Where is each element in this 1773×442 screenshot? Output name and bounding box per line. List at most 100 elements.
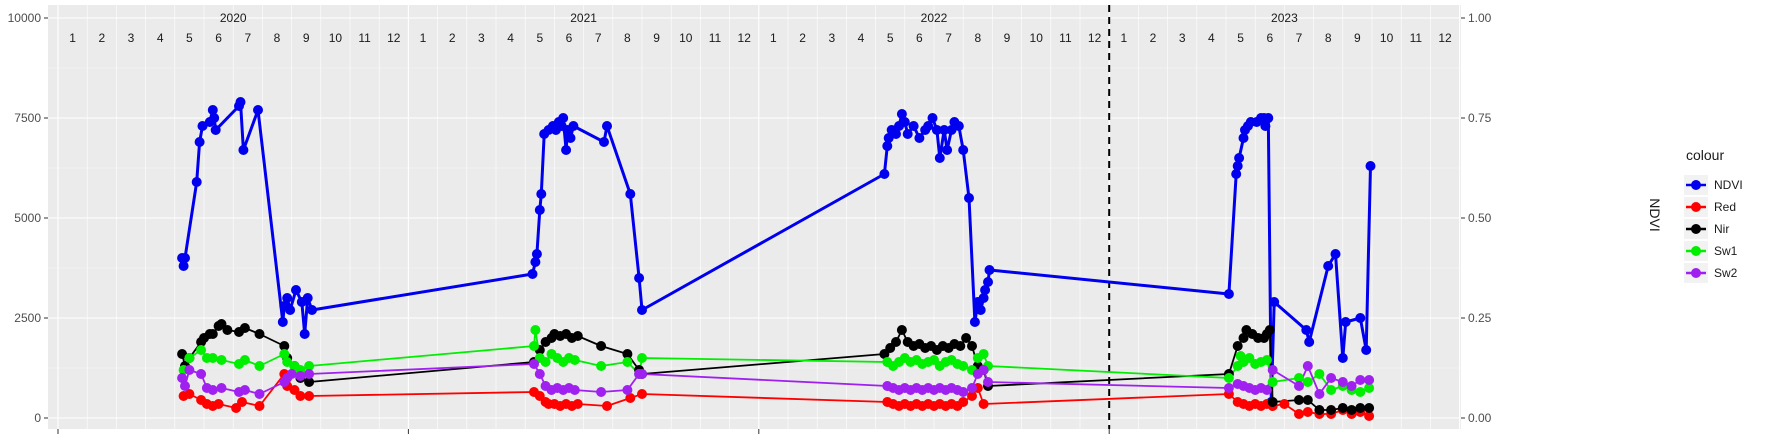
data-point-ndvi (291, 285, 301, 295)
data-point-ndvi (939, 125, 950, 135)
data-point-red (1302, 407, 1313, 417)
data-point-ndvi (1263, 113, 1274, 123)
data-point-sw2 (207, 385, 218, 395)
data-point-nir (1238, 333, 1249, 343)
month-label: 8 (624, 31, 631, 45)
data-point-sw1 (978, 349, 989, 359)
legend-key-point (1691, 224, 1701, 234)
data-point-red (1364, 411, 1375, 421)
data-point-ndvi (285, 305, 296, 315)
data-point-nir (1264, 325, 1275, 335)
left-tick-label: 0 (34, 411, 41, 425)
month-label: 8 (274, 31, 281, 45)
data-point-sw2 (184, 365, 195, 375)
data-point-sw2 (1346, 381, 1357, 391)
data-point-ndvi (1304, 337, 1315, 347)
data-point-ndvi (637, 305, 647, 315)
data-point-red (958, 397, 969, 407)
data-point-ndvi (178, 261, 189, 271)
month-label: 8 (1325, 31, 1332, 45)
data-point-sw1 (279, 349, 290, 359)
month-label: 7 (945, 31, 952, 45)
data-point-ndvi (942, 145, 953, 155)
data-point-nir (1337, 403, 1348, 413)
month-label: 5 (1237, 31, 1244, 45)
month-label: 10 (329, 31, 343, 45)
month-label: 7 (244, 31, 251, 45)
data-point-red (978, 399, 989, 409)
year-label: 2021 (570, 11, 597, 25)
data-point-ndvi (923, 121, 934, 131)
data-point-sw2 (1294, 381, 1304, 391)
data-point-ndvi (1301, 325, 1312, 335)
right-tick-label: 0.50 (1468, 211, 1492, 225)
legend-label-sw1: Sw1 (1714, 244, 1738, 258)
year-label: 2022 (921, 11, 948, 25)
data-point-sw2 (304, 369, 315, 379)
month-label: 3 (128, 31, 135, 45)
data-point-sw2 (1337, 377, 1348, 387)
data-point-sw1 (596, 361, 607, 371)
data-point-ndvi (984, 265, 995, 275)
data-point-sw2 (1302, 361, 1313, 371)
data-point-ndvi (253, 105, 263, 115)
data-point-nir (1267, 397, 1278, 407)
data-point-ndvi (197, 121, 208, 131)
data-point-ndvi (1337, 353, 1348, 363)
data-point-nir (239, 323, 250, 333)
legend-title: colour (1686, 147, 1724, 163)
data-point-ndvi (902, 129, 913, 139)
month-label: 10 (679, 31, 693, 45)
month-label: 11 (709, 31, 722, 45)
year-label: 2020 (220, 11, 247, 25)
data-point-nir (967, 341, 977, 351)
data-point-ndvi (307, 305, 317, 315)
data-point-sw1 (1302, 377, 1313, 387)
data-point-sw1 (569, 355, 580, 365)
month-label: 11 (1059, 31, 1072, 45)
month-label: 9 (1354, 31, 1361, 45)
data-point-red (184, 389, 195, 399)
data-point-ndvi (978, 293, 989, 303)
month-label: 3 (1179, 31, 1186, 45)
data-point-ndvi (879, 169, 890, 179)
data-point-sw2 (180, 381, 190, 391)
data-point-nir (891, 337, 901, 347)
data-point-nir (955, 341, 966, 351)
data-point-sw2 (1355, 375, 1366, 385)
data-point-sw1 (1364, 383, 1375, 393)
data-point-ndvi (883, 133, 894, 143)
data-point-sw1 (304, 361, 315, 371)
right-tick-label: 0.00 (1468, 411, 1492, 425)
data-point-red (602, 401, 612, 411)
data-point-sw2 (958, 387, 969, 397)
data-point-red (637, 389, 647, 399)
data-point-ndvi (534, 205, 545, 215)
data-point-sw1 (1355, 387, 1366, 397)
month-label: 5 (536, 31, 543, 45)
data-point-ndvi (1260, 121, 1271, 131)
left-tick-label: 10000 (8, 11, 42, 25)
month-label: 10 (1030, 31, 1044, 45)
data-point-sw2 (1267, 365, 1278, 375)
data-point-sw2 (295, 371, 306, 381)
data-point-ndvi (958, 145, 969, 155)
x-axis-ticks (57, 429, 1110, 434)
data-point-nir (1314, 405, 1325, 415)
month-label: 2 (98, 31, 105, 45)
data-point-ndvi (882, 141, 893, 151)
right-tick-label: 0.25 (1468, 311, 1492, 325)
data-point-ndvi (1234, 153, 1245, 163)
legend-key-point (1691, 246, 1701, 256)
data-point-ndvi (558, 113, 569, 123)
data-point-ndvi (527, 269, 538, 279)
data-point-sw2 (1364, 375, 1375, 385)
data-point-ndvi (530, 257, 541, 267)
data-point-red (1294, 409, 1304, 419)
data-point-red (295, 391, 306, 401)
data-point-nir (207, 329, 218, 339)
left-y-axis: 0 2500 5000 7500 10000 (8, 11, 48, 425)
data-point-ndvi (891, 129, 901, 139)
data-point-nir (222, 325, 233, 335)
data-point-sw2 (569, 385, 580, 395)
